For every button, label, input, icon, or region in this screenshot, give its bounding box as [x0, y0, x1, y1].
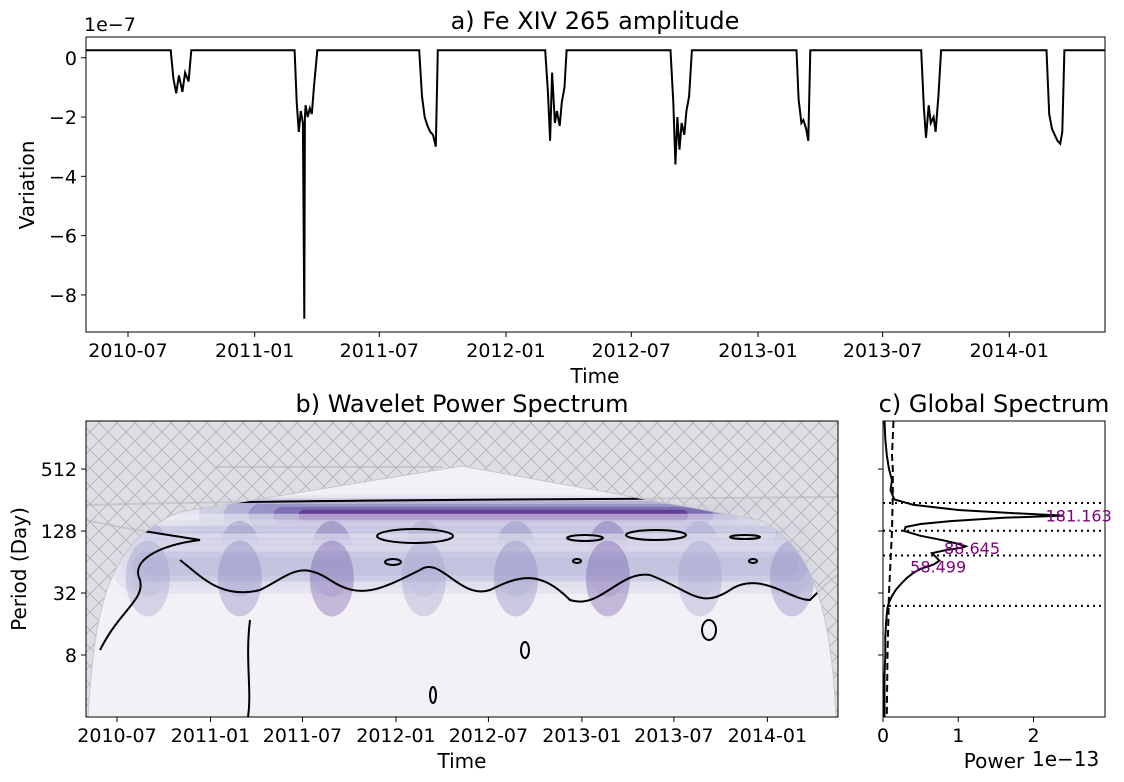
- wavelet-contour-island: [572, 558, 582, 564]
- wavelet-blob: [401, 540, 446, 617]
- wavelet-contour-island: [376, 528, 454, 544]
- wavelet-contour-island: [429, 686, 437, 704]
- panel-b-frame: [85, 420, 839, 718]
- panel-b-y-tick-label: 128: [41, 521, 77, 543]
- panel-a-frame: [85, 36, 1106, 333]
- panel-c-x-tick-label: 2: [1027, 725, 1039, 747]
- cone-of-influence-hatch: [86, 421, 838, 717]
- panel-a-y-tick-label: −4: [49, 166, 77, 188]
- panel-b-title: b) Wavelet Power Spectrum: [295, 390, 628, 418]
- panel-b: b) Wavelet Power Spectrum 2010-07 2011-01…: [7, 390, 839, 773]
- panel-a-title: a) Fe XIV 265 amplitude: [451, 7, 740, 35]
- panel-b-x-tick-label: 2013-07: [634, 725, 713, 747]
- panel-b-y-tick-label: 8: [65, 645, 77, 667]
- panel-b-y-tick-label: 512: [41, 459, 77, 481]
- wavelet-blob: [217, 540, 262, 617]
- wavelet-contour-island: [701, 619, 717, 641]
- panel-b-x-ticks: 2010-07 2011-01 2011-07 2012-01 2012-07 2013-…: [77, 717, 807, 747]
- panel-a-series: [86, 49, 1105, 319]
- panel-c-xlabel: Power: [964, 749, 1025, 773]
- wavelet-contour-island: [625, 529, 687, 541]
- wavelet-contour: [179, 559, 838, 603]
- panel-c-offset-text: 1e−13: [1032, 747, 1099, 771]
- panel-a-x-tick-label: 2013-01: [718, 340, 797, 362]
- panel-b-y-ticks: 512 128 32 8: [41, 459, 86, 667]
- panel-b-xlabel: Time: [437, 749, 487, 773]
- global-spectrum-line: [883, 421, 1064, 717]
- wavelet-contour-island: [520, 641, 530, 659]
- panel-b-significance-lines: [247, 619, 251, 717]
- panel-b-y-tick-label: 32: [53, 583, 77, 605]
- significance-line: [885, 421, 895, 717]
- wavelet-blob: [585, 540, 630, 617]
- panel-a-y-tick-label: −6: [49, 226, 77, 248]
- peak-label: 88.645: [944, 539, 1000, 558]
- panel-a-x-tick-label: 2014-01: [970, 340, 1049, 362]
- panel-a-x-tick-label: 2012-07: [592, 340, 671, 362]
- wavelet-blob: [309, 540, 354, 617]
- peak-label: 58.499: [910, 557, 966, 576]
- panel-a-y-tick-label: −8: [49, 285, 77, 307]
- panel-b-x-tick-label: 2010-07: [77, 725, 156, 747]
- panel-a-ylabel: Variation: [15, 141, 39, 230]
- panel-a-x-tick-label: 2012-01: [466, 340, 545, 362]
- panel-a-y-tick-label: 0: [65, 48, 77, 70]
- panel-a-xlabel: Time: [570, 364, 620, 388]
- panel-b-x-tick-label: 2013-01: [542, 725, 621, 747]
- panel-a-line: [86, 49, 1105, 319]
- panel-b-x-tick-label: 2011-01: [171, 725, 250, 747]
- panel-c: c) Global Spectrum 0 1 2 181.163 88.64558.4…: [877, 390, 1112, 773]
- panel-c-title: c) Global Spectrum: [879, 390, 1110, 418]
- panel-a-x-tick-label: 2010-07: [88, 340, 167, 362]
- peak-label: 181.163: [1046, 507, 1112, 526]
- panel-b-x-tick-label: 2011-07: [263, 725, 342, 747]
- wavelet-contour: [247, 619, 251, 717]
- panel-b-x-tick-label: 2014-01: [728, 725, 807, 747]
- panel-c-x-ticks: 0 1 2: [877, 717, 1040, 747]
- wavelet-contour-island: [748, 558, 758, 564]
- wavelet-contour-island: [729, 534, 761, 540]
- panel-c-y-ticks: [878, 468, 883, 656]
- panel-a-x-tick-label: 2011-07: [340, 340, 419, 362]
- panel-b-x-tick-label: 2012-01: [356, 725, 435, 747]
- panel-a-y-ticks: 0 −2 −4 −6 −8: [49, 48, 86, 307]
- panel-a-offset-text: 1e−7: [84, 14, 136, 36]
- wavelet-contour-island: [384, 558, 402, 566]
- panel-a-x-ticks: 2010-07 2011-01 2011-07 2012-01 2012-07 2013-…: [88, 332, 1049, 362]
- cone-of-influence-edge: [87, 465, 837, 717]
- panel-a-x-tick-label: 2013-07: [843, 340, 922, 362]
- wavelet-blob: [493, 540, 538, 617]
- wavelet-blob: [677, 540, 722, 617]
- panel-c-plot: [883, 421, 1105, 717]
- panel-b-x-tick-label: 2012-07: [449, 725, 528, 747]
- panel-a-x-tick-label: 2011-01: [215, 340, 294, 362]
- wavelet-contour-island: [566, 534, 604, 542]
- panel-b-ylabel: Period (Day): [7, 507, 31, 631]
- panel-b-bands: [101, 492, 838, 617]
- panel-c-frame: [882, 420, 1106, 718]
- panel-a-y-tick-label: −2: [49, 107, 77, 129]
- panel-a: a) Fe XIV 265 amplitude 1e−7 2010-07 2011…: [15, 7, 1106, 388]
- panel-c-x-tick-label: 1: [952, 725, 964, 747]
- panel-c-x-tick-label: 0: [877, 725, 889, 747]
